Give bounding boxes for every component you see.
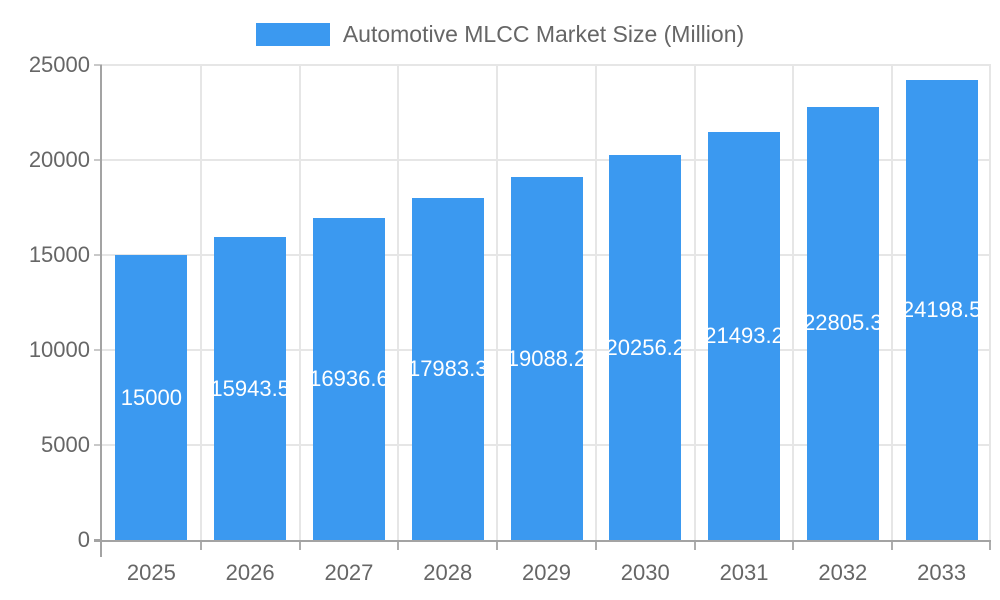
v-gridline — [397, 65, 400, 540]
x-axis-tick — [989, 540, 991, 550]
bar-value-label: 21493.2 — [708, 322, 781, 348]
y-axis-tick-label: 10000 — [28, 337, 90, 362]
bar-value-label: 16936.6 — [312, 366, 385, 392]
y-axis-line — [100, 65, 102, 542]
y-axis-tick-label: 5000 — [41, 432, 90, 457]
x-axis-tick — [298, 540, 301, 550]
v-gridline — [298, 65, 301, 540]
bar-2030[interactable]: 20256.2 — [609, 155, 682, 540]
x-axis-tick-label: 2033 — [917, 560, 967, 585]
x-axis-tick — [891, 540, 894, 550]
bar-2025[interactable]: 15000 — [115, 255, 188, 540]
legend-label: Automotive MLCC Market Size (Million) — [342, 20, 745, 47]
v-gridline — [199, 65, 202, 540]
chart-legend[interactable]: Automotive MLCC Market Size (Million) — [0, 20, 1000, 48]
bar-value-label: 22805.3 — [806, 310, 879, 336]
v-gridline — [891, 65, 894, 540]
bar-2032[interactable]: 22805.3 — [806, 106, 879, 540]
y-axis-tick-label: 15000 — [28, 242, 90, 267]
x-axis-tick — [199, 540, 202, 550]
bar-value-label: 15943.5 — [214, 375, 287, 401]
v-gridline — [496, 65, 499, 540]
bar-2033[interactable]: 24198.5 — [905, 80, 978, 540]
bar-2031[interactable]: 21493.2 — [708, 131, 781, 540]
x-axis-tick — [693, 540, 696, 550]
x-axis-line — [94, 540, 991, 542]
legend-swatch — [255, 22, 330, 46]
plot-area: 15000 15943.5 16936.6 17983.3 19088.2 20256.2… — [102, 64, 991, 540]
y-axis-tick-label: 0 — [77, 527, 90, 552]
x-axis-tick — [100, 540, 102, 557]
bar-value-label: 15000 — [120, 384, 182, 410]
bar-value-label: 19088.2 — [510, 345, 583, 371]
bar-2027[interactable]: 16936.6 — [312, 218, 385, 540]
y-axis-tick — [94, 64, 102, 66]
x-axis-tick-label: 2025 — [126, 560, 176, 585]
y-axis-tick-label: 25000 — [28, 52, 90, 77]
x-axis-tick-label: 2030 — [620, 560, 670, 585]
y-axis-tick — [94, 349, 102, 351]
x-axis-tick-label: 2026 — [225, 560, 275, 585]
bar-2026[interactable]: 15943.5 — [214, 237, 287, 540]
x-axis-tick — [594, 540, 597, 550]
bar-value-label: 24198.5 — [905, 297, 978, 323]
x-axis-tick — [496, 540, 499, 550]
v-gridline — [989, 65, 991, 540]
y-axis-tick — [94, 159, 102, 161]
x-axis-tick — [397, 540, 400, 550]
x-axis-tick-label: 2029 — [522, 560, 571, 585]
bar-2029[interactable]: 19088.2 — [510, 177, 583, 540]
y-axis-tick — [94, 444, 102, 446]
bar-value-label: 20256.2 — [609, 334, 682, 360]
v-gridline — [594, 65, 597, 540]
bar-value-label: 17983.3 — [411, 356, 484, 382]
h-gridline — [102, 159, 991, 161]
x-axis-tick-label: 2032 — [818, 560, 868, 585]
h-gridline — [102, 64, 991, 66]
x-axis-tick-label: 2028 — [423, 560, 473, 585]
v-gridline — [693, 65, 696, 540]
x-axis-tick — [792, 540, 795, 550]
x-axis-tick-label: 2031 — [719, 560, 769, 585]
x-axis-tick-label: 2027 — [324, 560, 374, 585]
bar-2028[interactable]: 17983.3 — [411, 198, 484, 540]
y-axis-tick — [94, 254, 102, 256]
y-axis-tick-label: 20000 — [28, 147, 90, 172]
v-gridline — [792, 65, 795, 540]
